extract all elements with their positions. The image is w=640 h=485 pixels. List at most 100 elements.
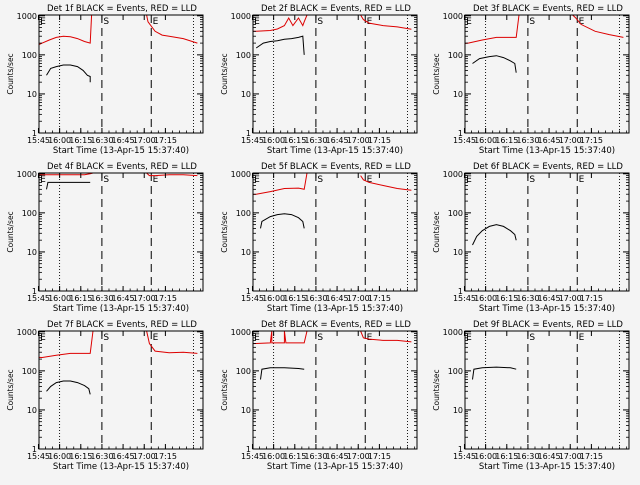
x-tick-label: 17:15 [154,136,177,145]
events-trace [260,367,305,380]
x-tick-label: 16:30 [516,294,539,303]
y-tick-label: 1 [32,445,37,454]
event-marker-s: S [529,17,535,27]
events-trace [46,64,91,83]
x-tick-label: 16:00 [262,136,285,145]
event-marker-e: E [153,17,159,27]
y-tick-label: 1000 [443,170,463,179]
lld-trace [572,14,624,38]
y-tick-label: 100 [448,367,463,376]
x-tick-label: 16:30 [304,452,327,461]
x-tick-label: 15:45 [27,452,50,461]
y-tick-label: 100 [22,367,37,376]
lld-trace [360,330,412,343]
lld-trace [465,14,525,45]
x-tick-label: 17:15 [154,452,177,461]
y-tick-label: 1 [458,287,463,296]
x-tick-label: 16:15 [69,452,92,461]
events-trace [46,380,91,395]
event-marker-e: E [579,175,585,185]
plot-frame [252,14,418,134]
x-tick-label: 16:15 [283,452,306,461]
y-tick-label: 1000 [17,12,37,21]
x-tick-label: 17:00 [133,452,156,461]
y-tick-label: 10 [27,248,37,257]
plot-frame [464,172,630,292]
x-tick-label: 16:45 [326,452,349,461]
event-marker-e: E [579,333,585,343]
x-axis-label: Start Time (13-Apr-15 15:37:40) [53,146,189,156]
panel-title: Det 6f BLACK = Events, RED = LLD [473,162,623,172]
x-tick-label: 16:30 [516,136,539,145]
y-tick-label: 1000 [17,170,37,179]
panel-title: Det 1f BLACK = Events, RED = LLD [47,4,197,14]
event-marker-e: E [254,333,260,343]
event-marker-e: E [153,175,159,185]
plot-frame [38,330,204,450]
lld-trace [253,172,313,195]
y-axis-label: Counts/sec [220,369,229,410]
x-tick-label: 16:45 [112,136,135,145]
y-tick-label: 1000 [443,328,463,337]
x-tick-label: 17:15 [368,294,391,303]
y-tick-label: 10 [27,406,37,415]
x-axis-label: Start Time (13-Apr-15 15:37:40) [479,304,615,314]
x-tick-label: 16:30 [90,294,113,303]
y-axis-label: Counts/sec [6,211,15,252]
plot-frame [464,330,630,450]
x-tick-label: 16:15 [283,294,306,303]
x-tick-label: 15:45 [453,452,476,461]
y-axis-label: Counts/sec [432,53,441,94]
event-marker-e: E [367,333,373,343]
events-trace [472,55,517,73]
x-tick-label: 17:00 [559,136,582,145]
x-tick-label: 17:15 [580,136,603,145]
x-tick-label: 16:15 [495,452,518,461]
plot-frame [252,330,418,450]
event-marker-e: E [40,17,46,27]
plot-frame [38,172,204,292]
x-tick-label: 17:00 [133,136,156,145]
panel-title: Det 2f BLACK = Events, RED = LLD [261,4,411,14]
x-tick-label: 16:45 [112,452,135,461]
event-marker-s: S [317,333,323,343]
x-tick-label: 16:00 [48,452,71,461]
x-tick-label: 16:30 [304,294,327,303]
x-tick-label: 16:15 [495,136,518,145]
y-tick-label: 10 [241,406,251,415]
event-marker-e: E [367,17,373,27]
event-marker-s: S [529,175,535,185]
lld-trace [253,14,313,32]
panel-title: Det 9f BLACK = Events, RED = LLD [473,320,623,330]
y-tick-label: 100 [22,51,37,60]
y-tick-label: 10 [241,248,251,257]
x-tick-label: 16:00 [262,452,285,461]
event-marker-e: E [40,333,46,343]
y-tick-label: 10 [453,406,463,415]
x-tick-label: 17:15 [368,136,391,145]
y-axis-label: Counts/sec [220,211,229,252]
x-tick-label: 16:00 [48,136,71,145]
x-tick-label: 17:15 [580,452,603,461]
x-tick-label: 16:30 [90,452,113,461]
lld-trace [39,330,99,359]
x-tick-label: 17:15 [368,452,391,461]
y-tick-label: 100 [448,209,463,218]
y-tick-label: 1 [246,287,251,296]
y-tick-label: 1000 [17,328,37,337]
event-marker-s: S [103,333,109,343]
plot-frame [252,172,418,292]
lld-trace [360,14,412,30]
x-tick-label: 15:45 [241,452,264,461]
event-marker-e: E [254,17,260,27]
lld-trace [360,175,412,191]
panel-title: Det 8f BLACK = Events, RED = LLD [261,320,411,330]
events-trace [255,35,305,55]
y-axis-label: Counts/sec [6,53,15,94]
y-axis-label: Counts/sec [432,211,441,252]
